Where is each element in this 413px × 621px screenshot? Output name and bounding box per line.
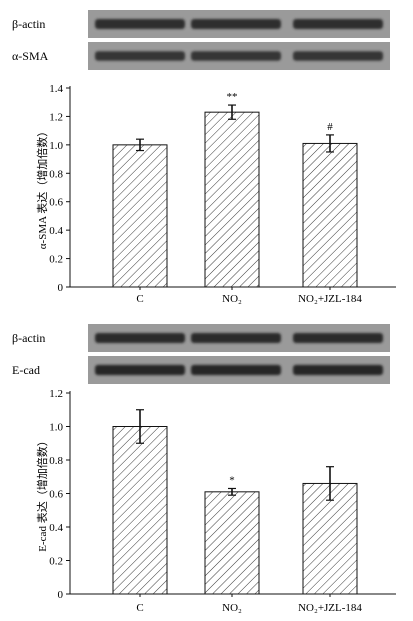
y-tick-label: 1.2: [49, 111, 63, 123]
y-tick-label: 1.0: [49, 422, 63, 434]
y-axis-title: α-SMA 表达（增加倍数）: [35, 126, 49, 249]
blot-band: [95, 364, 185, 376]
panel-alpha-sma: β-actin α-SMA 0 0.2 0.4 0.6 0.8 1.0 1.2 1.4 α-SMA …: [12, 10, 396, 305]
category-label: NO₂+JZL-184: [298, 602, 362, 614]
y-tick-label: 0.6: [49, 489, 63, 501]
blot-band: [95, 333, 185, 343]
bar: [302, 482, 358, 595]
y-tick-label: 0.8: [49, 168, 63, 180]
blot-band: [191, 19, 281, 29]
error-bar: [228, 487, 236, 496]
category-label: NO₂: [222, 293, 242, 305]
bar: [112, 144, 168, 288]
y-tick-label: 0: [58, 589, 64, 601]
category-label: C: [136, 293, 143, 305]
significance-mark: *: [229, 474, 235, 486]
blot-band: [293, 364, 383, 376]
y-tick-label: 1.0: [49, 140, 63, 152]
blot-band: [95, 19, 185, 29]
y-tick-label: 0: [58, 282, 64, 294]
error-bar: [136, 138, 144, 152]
y-tick-label: 0.8: [49, 455, 63, 467]
blot-band: [191, 333, 281, 343]
bar: [204, 111, 260, 288]
blot-band: [191, 51, 281, 61]
blot-band: [293, 333, 383, 343]
blot-band: [293, 51, 383, 61]
blot-band: [95, 51, 185, 61]
error-bar: [326, 466, 334, 501]
panel-e-cad: β-actin E-cad 0 0.2 0.4 0.6 0.8 1.0 1.2 E-cad 表达（…: [12, 324, 396, 614]
y-tick-label: 1.4: [49, 83, 63, 95]
blot-strip: [88, 324, 390, 352]
blot-label: α-SMA: [12, 49, 49, 63]
blot-label: β-actin: [12, 331, 45, 345]
y-tick-label: 0.2: [49, 254, 63, 266]
blot-band: [191, 364, 281, 376]
bar: [112, 426, 168, 595]
blot-strip: [88, 42, 390, 70]
blot-band: [293, 19, 383, 29]
error-bar: [228, 104, 236, 120]
y-tick-label: 0.2: [49, 556, 63, 568]
y-tick-label: 1.2: [49, 388, 63, 400]
blot-label: β-actin: [12, 17, 45, 31]
y-tick-label: 0.4: [49, 225, 63, 237]
category-label: NO₂+JZL-184: [298, 293, 362, 305]
error-bar: [136, 409, 144, 444]
y-axis-title: E-cad 表达（增加倍数）: [35, 435, 49, 551]
blot-label: E-cad: [12, 363, 40, 377]
blot-strip: [88, 356, 390, 384]
category-label: NO₂: [222, 602, 242, 614]
significance-mark: #: [327, 121, 333, 133]
bar: [302, 142, 358, 288]
y-tick-label: 0.4: [49, 522, 63, 534]
error-bar: [326, 134, 334, 153]
significance-mark: **: [227, 91, 238, 103]
category-label: C: [136, 602, 143, 614]
bar: [204, 491, 260, 595]
y-tick-label: 0.6: [49, 197, 63, 209]
blot-strip: [88, 10, 390, 38]
